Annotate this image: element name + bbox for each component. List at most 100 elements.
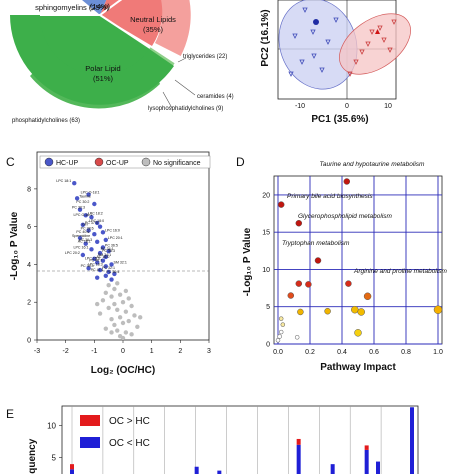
volcano-point-label: PC 40:7 (89, 259, 102, 263)
volcano-point (89, 247, 94, 252)
pathway-point (295, 280, 303, 287)
lysophosphatidylcholines-label: lysophosphatidylcholines (9) (148, 106, 223, 112)
volcano-point (103, 254, 109, 260)
volcano-point (112, 271, 117, 277)
volcano-point (83, 241, 88, 246)
frequency-bar-down (70, 469, 74, 474)
sphingomyelin-pct: (14%) (90, 2, 111, 11)
pca-y-axis-label: PC2 (16.1%) (260, 9, 271, 66)
volcano-point (106, 249, 111, 254)
volcano-point (112, 301, 117, 307)
sample-point (377, 25, 383, 31)
volcano-x-ticks: -3 -2 -1 0 1 2 3 (34, 340, 211, 355)
pathway-point (275, 338, 281, 343)
volcano-point-label: PC 35:4 (81, 264, 94, 268)
hc-sample-points (288, 7, 339, 77)
volcano-point-label: Taurine (79, 194, 91, 198)
volcano-point (80, 222, 86, 227)
sample-point (391, 19, 397, 25)
sample-point (319, 67, 325, 73)
frequency-frame (61, 405, 419, 474)
pathway-x-ticks: 0.0 0.2 0.4 0.6 0.8 1.0 (273, 349, 443, 356)
pathway-point (343, 178, 351, 185)
volcano-point-label: PC 30:2 (76, 200, 89, 204)
panel-d-pathway-plot: D 0.0 0.2 0.4 0.6 0.8 1.0 0 5 10 15 20 Taurine an… (236, 155, 447, 373)
pathway-annotation: Primary bile acid biosynthesis (287, 193, 373, 200)
pathway-point (351, 305, 359, 314)
volcano-point (126, 318, 131, 324)
slice-divider (99, 0, 123, 16)
frequency-bar-up (296, 438, 301, 445)
panel-a-donut-chart: sphingomyelins (25%) (14%) Neutral Lipid… (10, 0, 234, 124)
volcano-point (103, 237, 109, 243)
volcano-point-label: PC 38:6 (81, 226, 94, 230)
volcano-point-label: PC 38:3 (102, 249, 115, 253)
pathway-point (295, 219, 303, 227)
triglycerides-label: triglycerides (22) (183, 54, 227, 60)
volcano-point (80, 252, 86, 258)
volcano-point (100, 245, 106, 250)
y-tick-label: 5 (266, 304, 270, 311)
slice-divider (99, 14, 151, 49)
volcano-point (97, 250, 103, 256)
frequency-bar-down (410, 407, 414, 474)
oc-centroid (375, 29, 380, 34)
pathway-points (275, 178, 443, 343)
volcano-point-label: PC 41:1 (91, 268, 104, 272)
sample-point (353, 59, 359, 65)
panel-letter: C (6, 155, 15, 169)
panel-e-frequency-bars: E 5 10 OC > HC OC < HC Frequency (6, 405, 419, 474)
x-tick-label: -3 (34, 348, 40, 355)
volcano-point-label: LPC 18:0 (89, 219, 104, 223)
volcano-point (95, 301, 100, 307)
frequency-bar-down (217, 470, 222, 474)
x-tick-label: 0 (121, 348, 125, 355)
volcano-point (103, 273, 109, 278)
panel-b-pca-plot: -10 0 10 PC1 (35.6%) PC2 (16.1%) (260, 0, 411, 125)
volcano-y-axis-label: -Log₁₀ P Value (9, 211, 20, 280)
volcano-point-label: LPC O-16:1 (73, 213, 92, 217)
sample-point (333, 17, 339, 23)
x-tick-label: 3 (207, 348, 211, 355)
volcano-point (103, 326, 109, 331)
volcano-point (103, 264, 109, 269)
volcano-point-label: PC 36:4 (106, 270, 119, 274)
y-tick-label: 8 (27, 186, 31, 193)
pathway-point (277, 334, 282, 339)
frequency-bars (70, 407, 414, 474)
sample-point (387, 47, 393, 53)
frequency-bar-down (364, 449, 369, 474)
oc-confidence-ellipse (339, 13, 411, 75)
volcano-point-label: SM 32:1 (114, 260, 127, 264)
volcano-point-label: LPC 15:0 (85, 257, 100, 261)
volcano-point-label: PC 40:6 (76, 230, 89, 234)
frequency-y-axis-label: Frequency (27, 438, 38, 474)
volcano-point (92, 256, 97, 261)
volcano-point-label: SM 34:1 (98, 253, 111, 257)
volcano-point (117, 315, 123, 320)
pathway-annotation: Taurine and hypotaurine metabolism (320, 161, 425, 168)
y-tick-label: 0 (266, 342, 270, 349)
volcano-point (123, 330, 129, 335)
volcano-point (72, 181, 77, 186)
volcano-point-label: LPC 16:1 (73, 245, 88, 249)
pathway-point (345, 280, 352, 287)
neutral-lipid-label: Neutral Lipids (130, 15, 176, 24)
legend-hc-label: HC-UP (56, 160, 78, 167)
volcano-point (132, 313, 137, 318)
volcano-point (112, 286, 117, 292)
volcano-point (106, 269, 111, 275)
y-tick-label: 15 (262, 230, 270, 237)
polar-lipid-label: Polar Lipid (85, 64, 120, 73)
volcano-y-ticks: 0 2 4 6 8 (27, 186, 37, 345)
volcano-point (95, 239, 100, 244)
pathway-point (278, 316, 284, 321)
volcano-point-label: LPC O-18:1 (81, 191, 100, 195)
frequency-y-ticks: 5 10 (47, 421, 62, 463)
volcano-x-axis-label: Log₂ (OC/HC) (91, 365, 155, 376)
pathway-point (433, 305, 443, 314)
volcano-point (95, 275, 100, 280)
volcano-point (129, 303, 134, 309)
sample-point (365, 41, 371, 47)
volcano-point (95, 220, 100, 226)
